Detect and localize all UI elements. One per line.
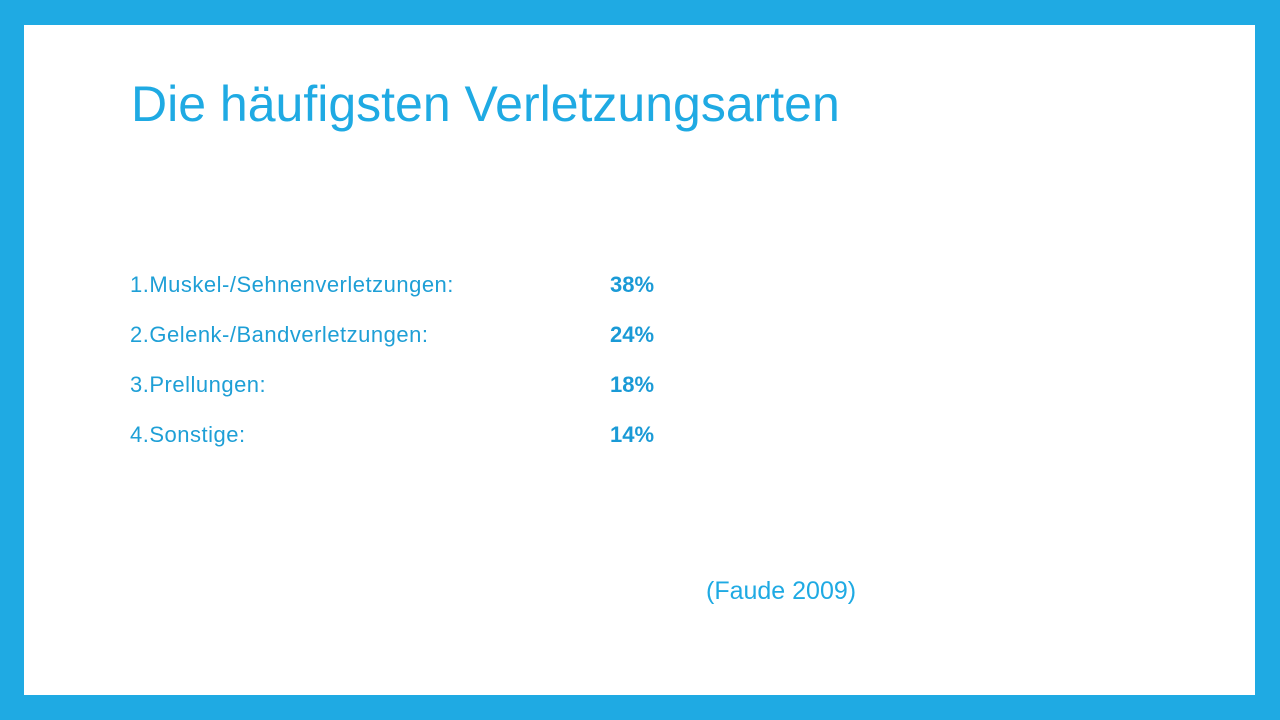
list-item-label: 3.Prellungen: — [130, 372, 267, 397]
list-item-value: 24% — [610, 322, 655, 347]
list-item-value: 18% — [610, 372, 655, 397]
list-item: 1.Muskel-/Sehnenverletzungen: 38% — [130, 270, 654, 320]
list-item: 3.Prellungen: 18% — [130, 370, 654, 420]
list-item-label: 1.Muskel-/Sehnenverletzungen: — [130, 272, 454, 297]
list-item-label: 2.Gelenk-/Bandverletzungen: — [130, 322, 429, 347]
slide-title: Die häufigsten Verletzungsarten — [131, 76, 840, 132]
citation: (Faude 2009) — [706, 577, 857, 605]
list-item: 2.Gelenk-/Bandverletzungen: 24% — [130, 320, 654, 370]
list-item-label: 4.Sonstige: — [130, 422, 246, 447]
list-item-value: 38% — [610, 272, 655, 297]
slide: Die häufigsten Verletzungsarten 1.Muskel… — [24, 25, 1255, 695]
list-item: 4.Sonstige: 14% — [130, 420, 654, 470]
injury-list: 1.Muskel-/Sehnenverletzungen: 38% 2.Gelen… — [130, 270, 654, 470]
list-item-value: 14% — [610, 422, 655, 447]
